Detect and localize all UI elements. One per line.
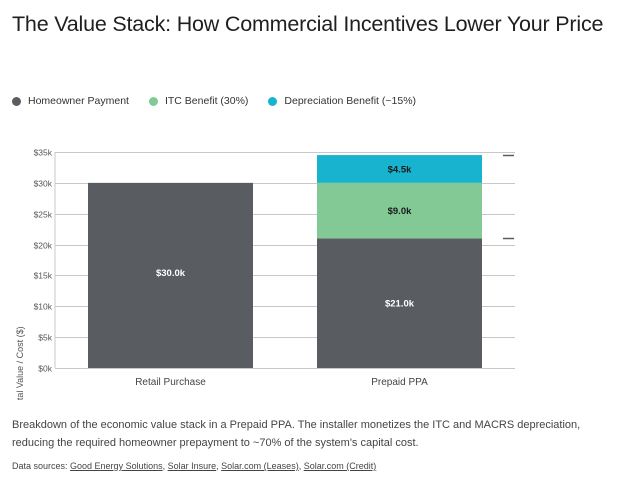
y-axis-label: Total Value / Cost ($) bbox=[15, 326, 25, 400]
data-label: $4.5k bbox=[388, 164, 412, 175]
y-tick-label: $15k bbox=[34, 271, 53, 281]
legend-label: Homeowner Payment bbox=[28, 95, 129, 107]
y-axis-ticks: $0k $5k $10k $15k $20k $25k $30k $35k bbox=[34, 148, 53, 374]
legend-dot-icon bbox=[268, 96, 278, 106]
source-link-solar-leases[interactable]: Solar.com (Leases) bbox=[221, 461, 299, 471]
legend-item-homeowner-payment[interactable]: Homeowner Payment bbox=[12, 95, 129, 107]
bar-segment bbox=[88, 182, 253, 368]
data-label: $9.0k bbox=[388, 206, 412, 217]
data-sources: Data sources: Good Energy Solutions, Sol… bbox=[12, 461, 377, 471]
source-link-good-energy[interactable]: Good Energy Solutions bbox=[70, 461, 163, 471]
y-tick-label: $10k bbox=[34, 302, 53, 312]
legend-label: Depreciation Benefit (~15%) bbox=[284, 95, 417, 107]
x-tick-label: Retail Purchase bbox=[135, 377, 206, 388]
stacked-bar-chart: $0k $5k $10k $15k $20k $25k $30k $35k $30.0k $21… bbox=[15, 148, 515, 400]
data-label: $21.0k bbox=[385, 299, 415, 310]
bar-segment bbox=[317, 238, 482, 368]
y-tick-label: $0k bbox=[38, 364, 52, 374]
bar-segment bbox=[317, 155, 482, 183]
x-axis-ticks: Retail Purchase Prepaid PPA bbox=[135, 377, 428, 388]
legend-dot-icon bbox=[148, 96, 158, 106]
chart-title: The Value Stack: How Commercial Incentiv… bbox=[12, 12, 604, 36]
x-tick-label: Prepaid PPA bbox=[371, 377, 428, 388]
y-tick-label: $30k bbox=[34, 179, 53, 189]
y-tick-label: $25k bbox=[34, 210, 53, 220]
y-tick-label: $35k bbox=[34, 148, 53, 158]
y-tick-label: $20k bbox=[34, 241, 53, 251]
bars: $30.0k $21.0k $9.0k $4.5k bbox=[88, 155, 482, 368]
data-label: $30.0k bbox=[156, 268, 186, 279]
legend-dot-icon bbox=[12, 96, 21, 106]
legend-label: ITC Benefit (30%) bbox=[164, 95, 249, 107]
legend: Homeowner Payment ITC Benefit (30%) Depr… bbox=[12, 95, 436, 107]
source-link-solar-credit[interactable]: Solar.com (Credit) bbox=[303, 461, 377, 471]
chart-caption: Breakdown of the economic value stack in… bbox=[12, 419, 581, 449]
source-link-solar-insure[interactable]: Solar Insure bbox=[167, 461, 217, 471]
legend-item-depreciation-benefit[interactable]: Depreciation Benefit (~15%) bbox=[268, 95, 416, 107]
sources-prefix: Data sources: bbox=[12, 461, 71, 471]
reference-marks bbox=[503, 154, 514, 240]
bar-segment bbox=[317, 182, 482, 239]
y-tick-label: $5k bbox=[38, 333, 52, 343]
legend-item-itc-benefit[interactable]: ITC Benefit (30%) bbox=[148, 95, 249, 107]
